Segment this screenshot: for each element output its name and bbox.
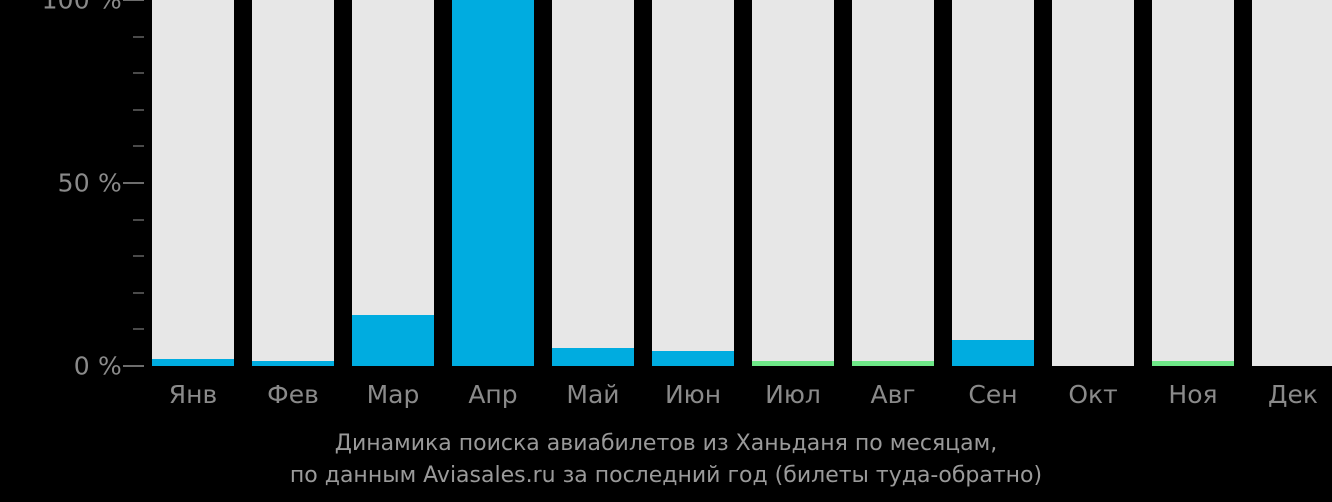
bar-track (552, 0, 634, 366)
bar-fill (452, 0, 534, 366)
y-axis-tick-minor (133, 108, 144, 111)
y-axis-tick-minor (133, 328, 144, 331)
y-axis-tick-major (123, 0, 144, 1)
bar-fill (1152, 360, 1234, 366)
x-axis-label: Янв (168, 380, 218, 409)
bar-column[interactable] (1052, 0, 1134, 366)
bar-track (1052, 0, 1134, 366)
chart-caption: Динамика поиска авиабилетов из Ханьданя … (0, 428, 1332, 492)
bar-track (952, 0, 1034, 366)
caption-line-1: Динамика поиска авиабилетов из Ханьданя … (334, 431, 998, 456)
bar-track (752, 0, 834, 366)
y-axis-label: 50 % (57, 168, 122, 198)
bar-column[interactable] (652, 0, 734, 366)
x-axis-label: Апр (468, 380, 518, 409)
bar-fill (252, 360, 334, 366)
x-axis-label: Май (566, 380, 620, 409)
bar-fill (652, 351, 734, 366)
bar-track (1252, 0, 1332, 366)
y-axis: 100 % 50 % 0 % (0, 0, 152, 381)
bar-column[interactable] (452, 0, 534, 366)
bar-fill (952, 340, 1034, 366)
bar-column[interactable] (1152, 0, 1234, 366)
bar-column[interactable] (752, 0, 834, 366)
y-axis-tick-minor (133, 72, 144, 75)
bar-fill (352, 314, 434, 366)
bar-column[interactable] (152, 0, 234, 366)
y-axis-tick-major (123, 182, 144, 184)
bar-track (652, 0, 734, 366)
x-axis-label: Июн (664, 380, 722, 409)
bar-track (152, 0, 234, 366)
x-axis-label: Дек (1267, 380, 1318, 409)
bar-track (1152, 0, 1234, 366)
bar-column[interactable] (252, 0, 334, 366)
y-axis-tick-minor (133, 291, 144, 294)
x-axis-label: Окт (1068, 380, 1118, 409)
y-axis-tick-minor (133, 35, 144, 38)
x-axis-label: Ноя (1168, 380, 1218, 409)
bar-fill (752, 360, 834, 366)
bar-column[interactable] (952, 0, 1034, 366)
bar-track (352, 0, 434, 366)
bar-column[interactable] (352, 0, 434, 366)
plot-area (152, 0, 1332, 366)
bar-column[interactable] (852, 0, 934, 366)
bar-column[interactable] (1252, 0, 1332, 366)
bar-track (252, 0, 334, 366)
x-axis-label: Фев (267, 380, 319, 409)
x-axis-label: Мар (366, 380, 420, 409)
y-axis-tick-minor (133, 218, 144, 221)
y-axis-label: 0 % (73, 351, 122, 381)
y-axis-tick-minor (133, 255, 144, 258)
y-axis-tick-major (123, 365, 144, 367)
y-axis-tick-minor (133, 145, 144, 148)
x-axis: Янв Фев Мар Апр Май Июн Июл Авг Сен Окт Ноя Дек (152, 366, 1332, 422)
x-axis-label: Июл (765, 380, 821, 409)
bar-track (852, 0, 934, 366)
x-axis-label: Сен (968, 380, 1018, 409)
x-axis-label: Авг (870, 380, 916, 409)
bar-column[interactable] (552, 0, 634, 366)
bar-fill (852, 360, 934, 366)
y-axis-label: 100 % (41, 0, 122, 15)
bar-fill (552, 347, 634, 366)
caption-line-2: по данным Aviasales.ru за последний год … (289, 463, 1043, 488)
bar-fill (152, 358, 234, 366)
